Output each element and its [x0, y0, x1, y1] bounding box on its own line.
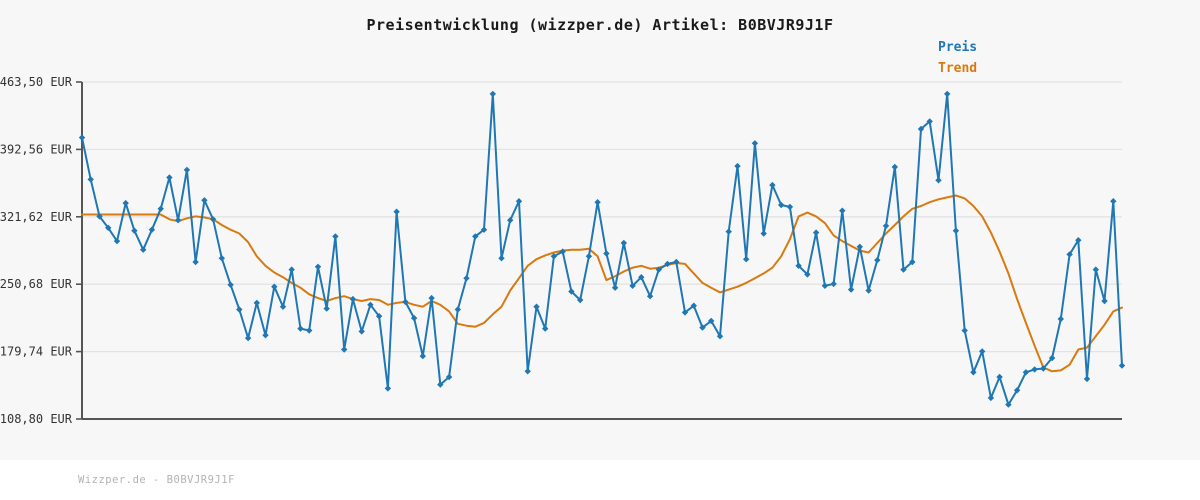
series-line-trend [81, 194, 1123, 373]
y-axis-label: 250,68 EUR [0, 277, 73, 291]
legend-item-trend: Trend [938, 61, 978, 76]
y-axis-label: 108,80 EUR [0, 412, 73, 426]
y-axis-label: 179,74 EUR [0, 345, 73, 359]
y-axis-label: 463,50 EUR [0, 75, 73, 89]
footer-strip: Wizzper.de - B0BVJR9J1F [0, 460, 1200, 500]
series-line-preis [81, 92, 1123, 406]
chart-legend: Preis Trend [938, 37, 977, 79]
y-axis-label: 392,56 EUR [0, 142, 73, 156]
y-axis-label: 321,62 EUR [0, 210, 73, 224]
series-markers-preis [78, 90, 1126, 408]
chart-title: Preisentwicklung (wizzper.de) Artikel: B… [366, 16, 834, 34]
legend-item-preis: Preis [938, 40, 978, 55]
footer-watermark: Wizzper.de - B0BVJR9J1F [78, 474, 235, 486]
